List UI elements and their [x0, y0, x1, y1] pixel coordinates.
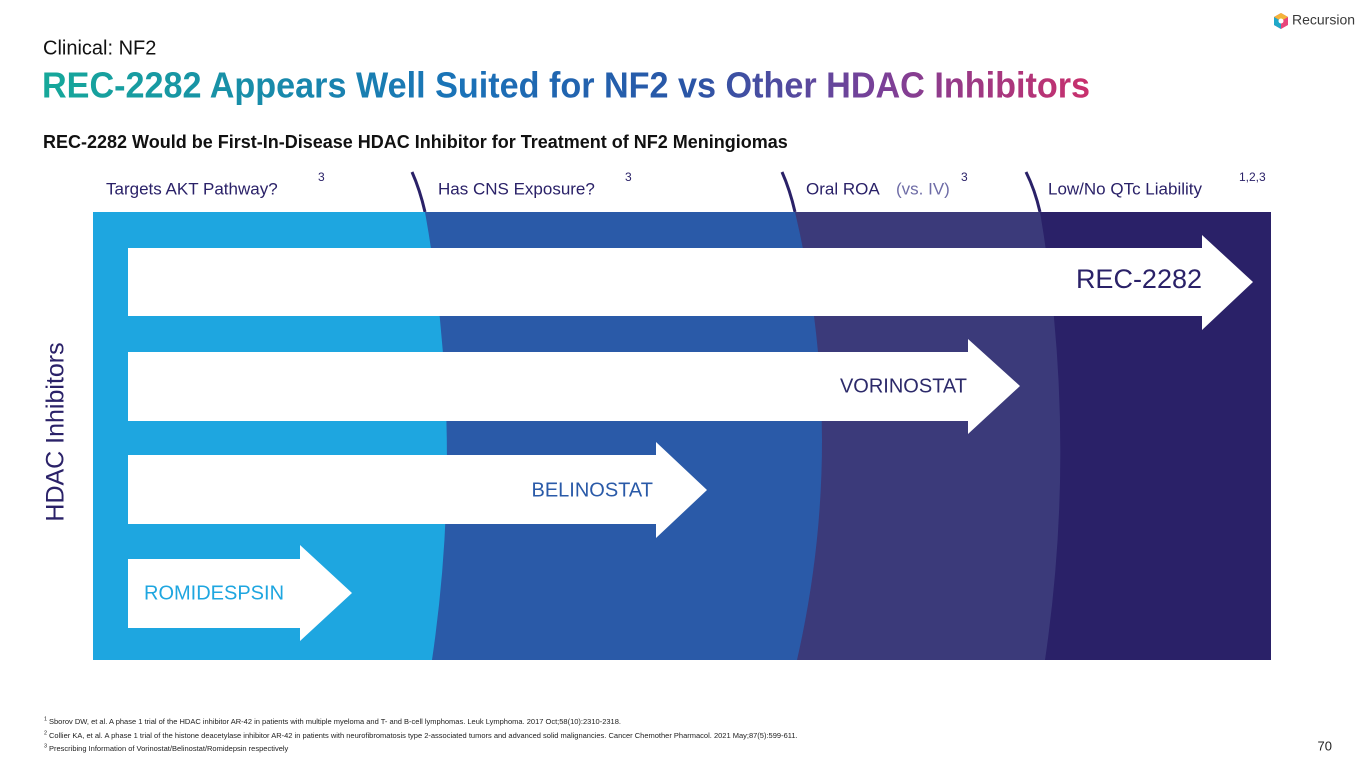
column-separators [410, 171, 1042, 213]
column-ref: 3 [625, 170, 632, 184]
arrow-label: BELINOSTAT [531, 479, 653, 501]
arrow-label: VORINOSTAT [840, 375, 967, 397]
region-akt [93, 212, 447, 660]
arrow [128, 235, 1253, 330]
axis-label: HDAC Inhibitors [42, 342, 70, 521]
column-ref: 3 [318, 170, 325, 184]
footnote: Prescribing Information of Vorinostat/Be… [49, 744, 289, 753]
column-ref: 3 [961, 170, 968, 184]
footnote: Collier KA, et al. A phase 1 trial of th… [49, 731, 798, 740]
column-header: Low/No QTc Liability [1048, 179, 1203, 198]
page-number: 70 [1318, 738, 1332, 753]
column-note: (vs. IV) [896, 179, 950, 198]
footnote-ref: 1 [44, 716, 47, 722]
column-ref: 1,2,3 [1239, 170, 1266, 184]
column-header: Has CNS Exposure? [438, 179, 595, 198]
arrow-label: ROMIDESPSIN [144, 582, 284, 604]
column-header: Targets AKT Pathway? [106, 179, 278, 198]
footnote-ref: 3 [44, 743, 47, 749]
logo: Recursion [1274, 12, 1355, 29]
footnote-ref: 2 [44, 730, 47, 736]
arrow [128, 442, 707, 538]
arrow [128, 339, 1020, 434]
arrow-label: REC-2282 [1076, 264, 1202, 294]
subtitle: REC-2282 Would be First-In-Disease HDAC … [43, 132, 788, 152]
footnote: Sborov DW, et al. A phase 1 trial of the… [49, 717, 621, 726]
section-label: Clinical: NF2 [43, 37, 156, 59]
arrow [128, 545, 352, 641]
column-header: Oral ROA [806, 179, 880, 198]
slide-title: REC-2282 Appears Well Suited for NF2 vs … [42, 65, 1090, 106]
logo-text: Recursion [1292, 12, 1355, 28]
